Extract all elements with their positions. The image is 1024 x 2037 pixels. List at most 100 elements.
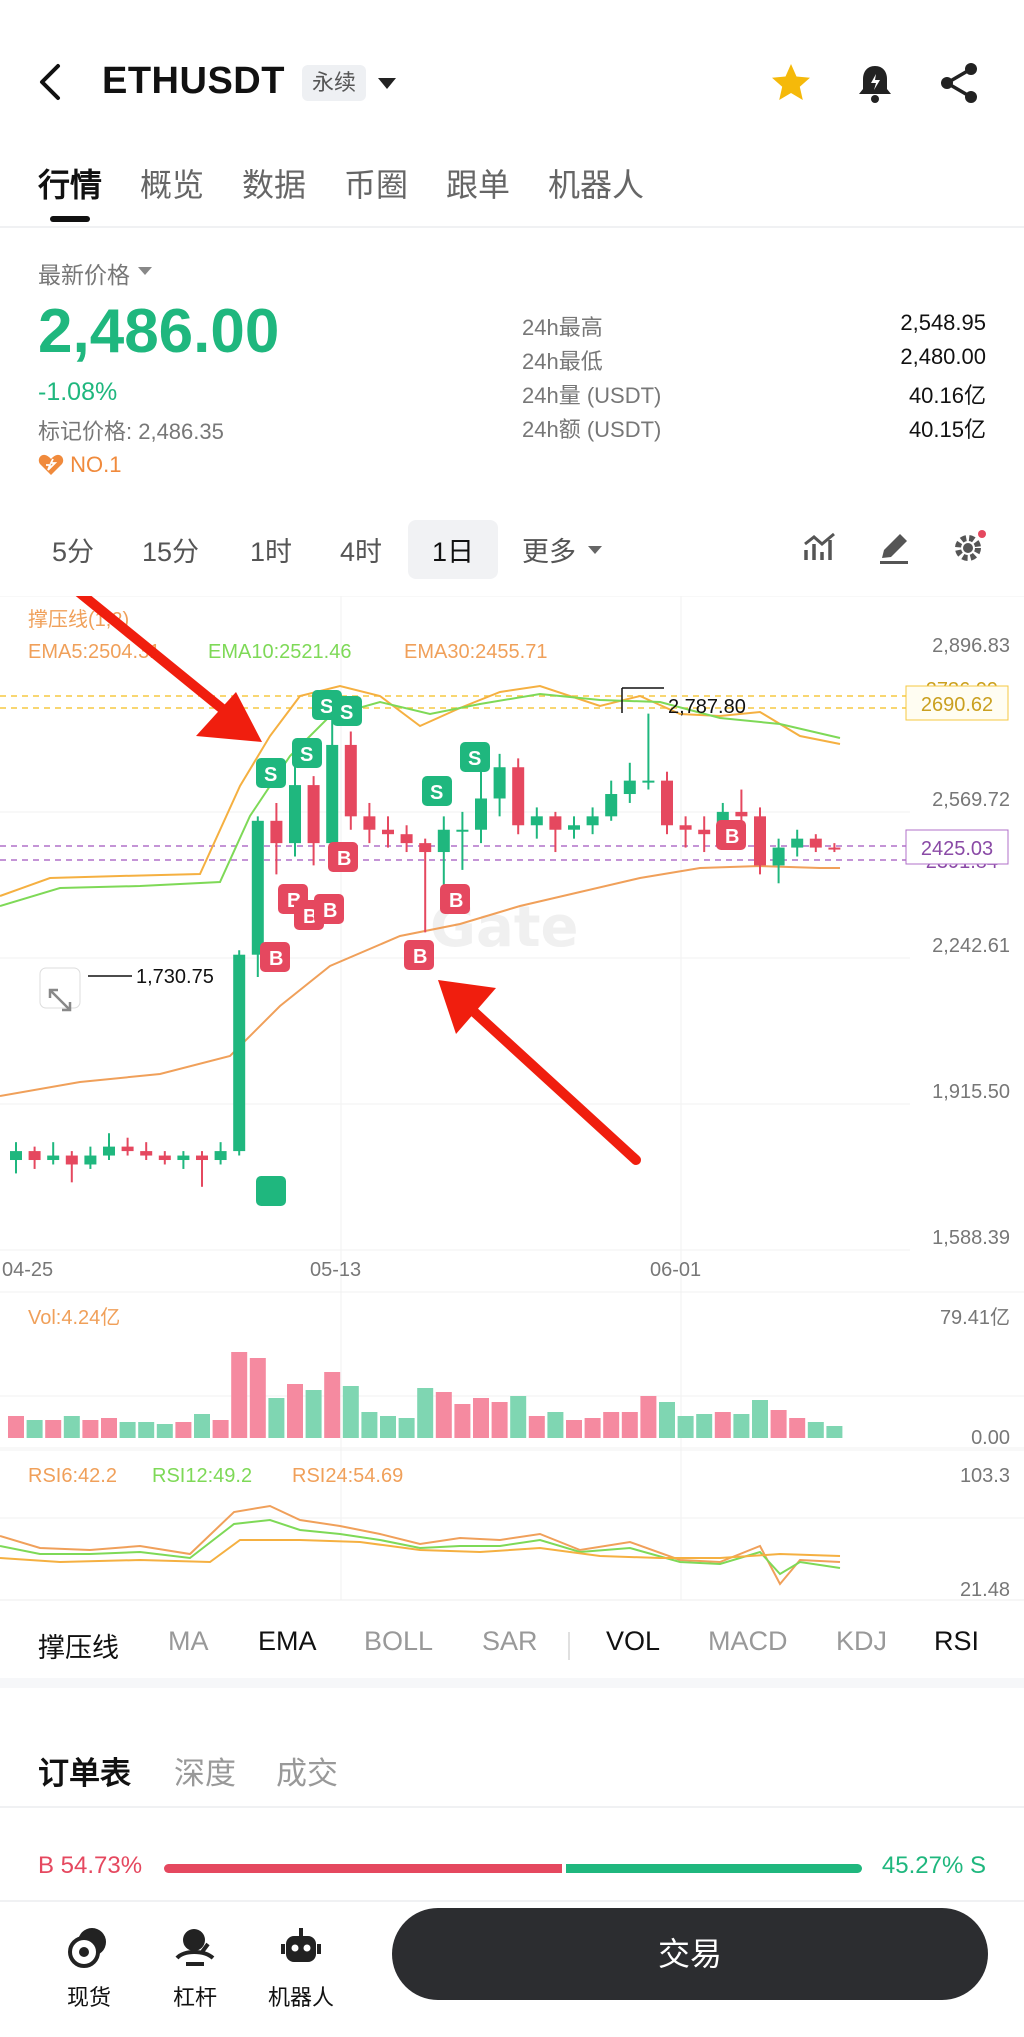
trade-button[interactable]: 交易 (392, 1908, 988, 2000)
fullscreen-button[interactable] (39, 967, 81, 1012)
symbol-dropdown-icon[interactable] (378, 78, 396, 89)
candle-body (233, 954, 246, 1152)
last-price: 2,486.00 (38, 297, 280, 366)
price-tick: 2,896.83 (932, 635, 1010, 657)
price-dropdown-icon[interactable] (138, 267, 152, 275)
volume-bar (621, 1412, 638, 1438)
candle-body (214, 1151, 227, 1161)
timeframe-more[interactable]: 更多 (522, 537, 576, 567)
volume-bar (752, 1400, 768, 1438)
candlestick-chart[interactable]: Gate S S S S S S B B B B B B B B 撑压线(1,2… (0, 596, 1024, 1606)
tab-depth[interactable]: 深度 (174, 1756, 236, 1791)
candle-body (419, 843, 432, 853)
timeframe-15m[interactable]: 15分 (142, 537, 200, 567)
back-arrow-icon[interactable] (30, 60, 74, 104)
candle-body (344, 744, 357, 817)
indicator-kdj[interactable]: KDJ (836, 1626, 888, 1656)
marker-labels: S S S S S S B B B B B B B B (256, 690, 746, 972)
buy-marker (314, 894, 344, 924)
timeframe-1h[interactable]: 1时 (250, 537, 293, 567)
volume-bar (603, 1412, 620, 1438)
stat-value-low: 2,480.00 (900, 344, 986, 369)
indicator-ema[interactable]: EMA (258, 1626, 317, 1656)
indicator-ma[interactable]: MA (168, 1626, 209, 1656)
tab-copy-trade[interactable]: 跟单 (446, 167, 511, 203)
candle-body (568, 825, 580, 830)
nav-leverage[interactable]: 杠杆 (150, 1924, 240, 2012)
candle-body (400, 834, 413, 844)
candle-body (65, 1155, 78, 1165)
candle-body (10, 1151, 22, 1161)
volume-bar (324, 1372, 341, 1438)
tab-trades[interactable]: 成交 (276, 1756, 338, 1791)
draw-pencil-icon[interactable] (876, 530, 912, 566)
volume-bar (528, 1416, 545, 1438)
volume-bar (361, 1412, 378, 1438)
volume-bar (119, 1422, 136, 1438)
settings-gear-icon[interactable] (950, 530, 986, 566)
indicator-icon[interactable] (802, 530, 838, 566)
star-icon[interactable] (768, 60, 814, 106)
divider (0, 1806, 1024, 1808)
more-dropdown-icon[interactable] (588, 546, 602, 554)
stat-label-volume: 24h量 (USDT) (522, 383, 662, 408)
sell-marker-text: S (468, 748, 481, 770)
symbol-title[interactable]: ETHUSDT (102, 60, 285, 102)
sell-marker (460, 742, 490, 772)
candle-body (828, 847, 841, 850)
indicator-sar[interactable]: SAR (482, 1626, 538, 1656)
rsi24-legend: RSI24:54.69 (292, 1465, 403, 1487)
rsi24-line (0, 1539, 841, 1564)
resistance-price-tag[interactable]: 2690.62 (905, 685, 1009, 721)
tab-market[interactable]: 行情 (38, 167, 103, 203)
candle-body (475, 798, 487, 830)
candle-body (326, 744, 339, 844)
candle-body (270, 820, 283, 844)
low-price-label: 1,730.75 (136, 966, 214, 988)
tab-overview[interactable]: 概览 (140, 167, 205, 203)
timeframe-4h[interactable]: 4时 (340, 537, 383, 567)
tab-data[interactable]: 数据 (242, 167, 307, 203)
bell-icon[interactable] (852, 60, 898, 106)
current-price-tag[interactable]: 2425.03 (905, 829, 1009, 865)
bottom-bar: 现货 杠杆 机器人 交易 (0, 1908, 1024, 2037)
indicator-boll[interactable]: BOLL (364, 1626, 434, 1656)
indicator-support-resistance[interactable]: 撑压线 (38, 1633, 119, 1663)
stat-label-turnover: 24h额 (USDT) (522, 417, 662, 442)
date-tick: 04-25 (2, 1259, 53, 1281)
volume-bar (659, 1402, 675, 1438)
volume-bar (510, 1396, 527, 1438)
stat-value-turnover: 40.15亿 (908, 417, 986, 442)
indicator-vol[interactable]: VOL (606, 1626, 661, 1656)
candle-body (623, 780, 636, 795)
indicator-rsi[interactable]: RSI (934, 1626, 980, 1656)
candle-body (642, 780, 655, 783)
indicator-macd[interactable]: MACD (708, 1626, 788, 1656)
timeframe-1d[interactable]: 1日 (408, 520, 499, 579)
grid (0, 596, 1024, 1601)
divider (0, 1900, 1024, 1902)
price-label[interactable]: 最新价格 (38, 262, 130, 288)
timeframe-5m[interactable]: 5分 (52, 537, 95, 567)
sell-marker-text: S (300, 744, 313, 766)
tab-community[interactable]: 币圈 (344, 167, 409, 203)
trade-markers (256, 1176, 286, 1206)
candle-body (196, 1155, 208, 1161)
sell-marker (256, 758, 286, 788)
high-price-label: 2,787.80 (668, 696, 746, 718)
candle-body (289, 785, 301, 844)
tab-bot[interactable]: 机器人 (548, 167, 645, 203)
date-axis: 04-25 05-13 06-01 (2, 1259, 701, 1281)
rsi6-line (0, 1504, 841, 1586)
candle-body (363, 816, 376, 830)
svg-text:2690.62: 2690.62 (921, 694, 993, 716)
sell-marker-text: S (320, 696, 333, 718)
candle-body (512, 767, 525, 826)
tab-order-book[interactable]: 订单表 (38, 1756, 131, 1791)
volume-bar (696, 1414, 713, 1438)
share-icon[interactable] (936, 60, 982, 106)
volume-min-tick: 0.00 (971, 1427, 1010, 1449)
rsi6-legend: RSI6:42.2 (28, 1465, 117, 1487)
nav-bot[interactable]: 机器人 (256, 1924, 346, 2012)
nav-spot[interactable]: 现货 (44, 1924, 134, 2012)
